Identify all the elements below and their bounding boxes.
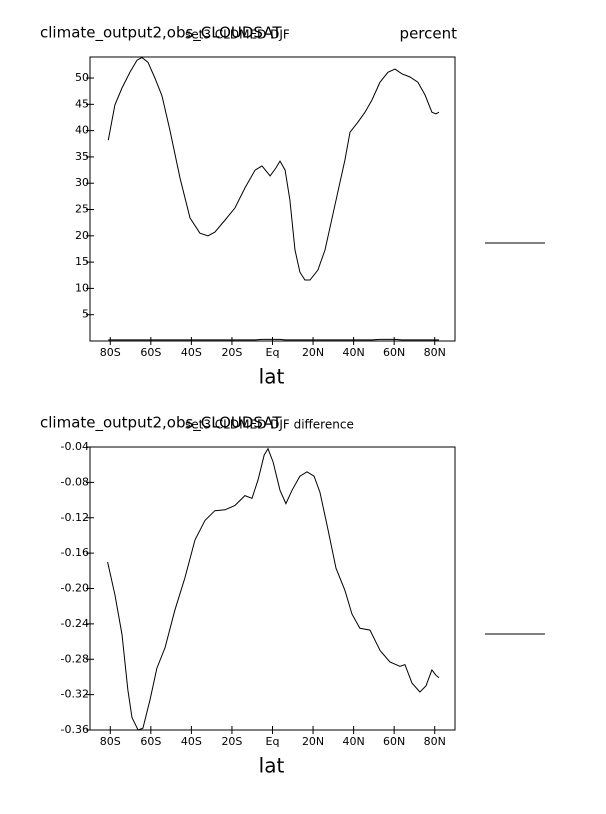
y-tick-label: -0.16 bbox=[61, 546, 89, 559]
y-tick-label: 40 bbox=[75, 124, 89, 137]
y-tick-label: -0.32 bbox=[61, 688, 89, 701]
y-tick-label: 30 bbox=[75, 176, 89, 189]
x-tick-label: 60S bbox=[140, 346, 161, 359]
x-tick-label: 40N bbox=[342, 346, 364, 359]
y-tick-label: -0.12 bbox=[61, 511, 89, 524]
x-tick-label: 80N bbox=[424, 346, 446, 359]
x-tick-label: Eq bbox=[266, 346, 280, 359]
chart-subtitle: set3 CLDMED DJF difference bbox=[185, 418, 354, 432]
chart-subtitle: set3 CLDMED DJF bbox=[185, 28, 290, 42]
x-tick-label: 40S bbox=[181, 346, 202, 359]
x-axis-label: lat bbox=[259, 754, 285, 778]
y-tick-label: 25 bbox=[75, 203, 89, 216]
plot-frame bbox=[89, 56, 456, 342]
x-tick-label: 20S bbox=[221, 346, 242, 359]
x-axis-label: lat bbox=[259, 365, 285, 389]
y-tick-label: 10 bbox=[75, 281, 89, 294]
units-label: percent bbox=[400, 25, 458, 43]
x-tick-label: 60N bbox=[383, 735, 405, 748]
y-tick-label: 50 bbox=[75, 71, 89, 84]
y-tick-label: -0.36 bbox=[61, 723, 89, 736]
y-tick-label: 5 bbox=[82, 308, 89, 321]
x-tick-label: 60N bbox=[383, 346, 405, 359]
plot-frame bbox=[89, 446, 456, 731]
data-line bbox=[108, 338, 439, 341]
y-tick-label: -0.20 bbox=[61, 582, 89, 595]
x-tick-label: 20N bbox=[302, 735, 324, 748]
y-tick-label: 20 bbox=[75, 229, 89, 242]
y-tick-label: -0.08 bbox=[61, 475, 89, 488]
x-tick-label: 60S bbox=[140, 735, 161, 748]
x-tick-label: 80S bbox=[100, 346, 121, 359]
x-tick-label: 20S bbox=[221, 735, 242, 748]
x-tick-label: 20N bbox=[302, 346, 324, 359]
data-line bbox=[107, 447, 440, 731]
x-tick-label: 40N bbox=[342, 735, 364, 748]
y-tick-label: -0.24 bbox=[61, 617, 89, 630]
chart-title: climate_output2,obs_CLOUDSAT bbox=[40, 24, 282, 43]
x-tick-label: 80N bbox=[424, 735, 446, 748]
data-line bbox=[107, 56, 440, 281]
y-tick-label: -0.28 bbox=[61, 652, 89, 665]
x-tick-label: 40S bbox=[181, 735, 202, 748]
y-tick-label: 45 bbox=[75, 97, 89, 110]
y-tick-label: -0.04 bbox=[61, 440, 89, 453]
x-tick-label: 80S bbox=[100, 735, 121, 748]
chart-title: climate_output2,obs_CLOUDSAT bbox=[40, 414, 282, 433]
y-tick-label: 35 bbox=[75, 150, 89, 163]
x-tick-label: Eq bbox=[266, 735, 280, 748]
y-tick-label: 15 bbox=[75, 255, 89, 268]
